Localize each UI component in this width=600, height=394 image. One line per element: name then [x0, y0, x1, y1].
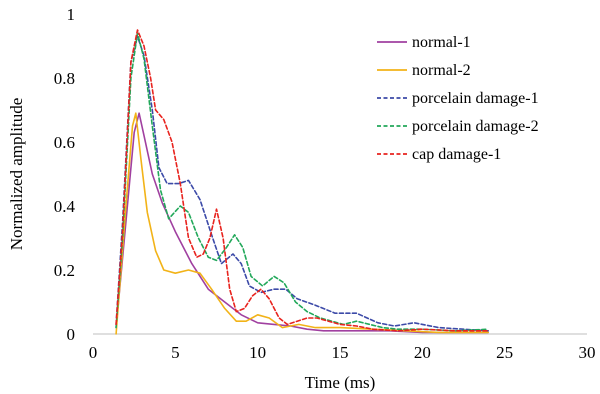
x-tick-label: 25 — [496, 343, 513, 362]
series-line-porcelain-damage-1 — [115, 35, 489, 332]
y-tick-label: 0.6 — [54, 133, 75, 152]
y-tick-label: 0.8 — [54, 69, 75, 88]
series-line-porcelain-damage-2 — [115, 32, 489, 332]
y-tick-label: 1 — [67, 5, 76, 24]
legend-label: normal-1 — [412, 34, 471, 51]
series-line-normal-1 — [115, 112, 489, 334]
y-tick-label: 0.4 — [54, 197, 76, 216]
series-lines — [115, 29, 489, 335]
legend-label: cap damage-1 — [412, 146, 501, 163]
x-tick-label: 5 — [171, 343, 180, 362]
y-axis-ticks: 0 0.2 0.4 0.6 0.8 1 — [54, 5, 76, 344]
x-tick-label: 15 — [332, 343, 349, 362]
legend-label: porcelain damage-1 — [412, 90, 539, 107]
x-tick-label: 30 — [579, 343, 596, 362]
legend: normal-1 normal-2 porcelain damage-1 porcel… — [377, 34, 539, 163]
x-tick-label: 20 — [414, 343, 431, 362]
series-line-normal-2 — [115, 112, 489, 335]
y-tick-label: 0 — [67, 325, 76, 344]
x-tick-label: 0 — [89, 343, 98, 362]
x-tick-label: 10 — [249, 343, 266, 362]
legend-label: porcelain damage-2 — [412, 118, 539, 135]
plot-area: 0 5 10 15 20 25 30 0 0.2 0.4 0.6 0.8 1 — [54, 5, 596, 362]
series-line-cap-damage-1 — [115, 29, 489, 332]
y-tick-label: 0.2 — [54, 261, 75, 280]
x-axis-title: Time (ms) — [305, 373, 376, 392]
y-axis-title: Normalized amplitude — [7, 98, 26, 250]
legend-label: normal-2 — [412, 62, 471, 79]
x-axis-ticks: 0 5 10 15 20 25 30 — [89, 343, 596, 362]
